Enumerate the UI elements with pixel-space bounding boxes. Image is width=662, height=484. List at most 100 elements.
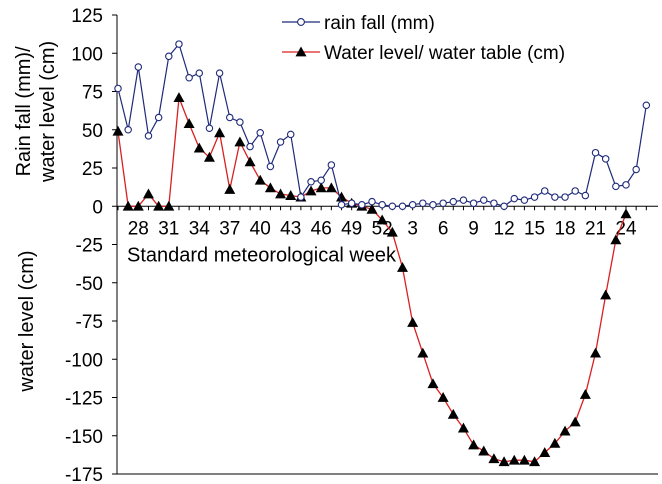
rainfall-point <box>347 199 356 207</box>
legend-marker <box>297 18 305 26</box>
rainfall-point <box>378 200 386 209</box>
rainfall-point <box>205 124 214 132</box>
rainfall-point <box>642 101 651 110</box>
water-level-point <box>366 203 378 214</box>
y-tick-label: -125 <box>65 389 103 410</box>
water-level-point <box>163 200 175 211</box>
water-level-point <box>305 185 317 196</box>
water-level-point <box>214 127 226 138</box>
rainfall-point <box>266 162 275 171</box>
rainfall-point <box>469 199 478 207</box>
water-level-point <box>132 200 144 211</box>
rainfall-line <box>117 42 647 207</box>
y-tick-label: 75 <box>82 83 103 104</box>
water-level-point <box>193 142 205 153</box>
x-tick-label: 34 <box>189 218 211 239</box>
rainfall-point <box>215 69 224 77</box>
rainfall-point <box>429 200 437 209</box>
rainfall-point <box>144 132 153 140</box>
water-level-point <box>600 289 612 300</box>
x-tick-label: 37 <box>219 218 240 239</box>
rainfall-point <box>165 52 173 61</box>
water-level-point <box>112 125 124 136</box>
y-tick-label: 50 <box>82 121 103 142</box>
water-level-point <box>539 447 551 457</box>
x-tick-label: 18 <box>554 218 575 239</box>
x-tick-label: 40 <box>250 218 271 239</box>
rainfall-point <box>236 118 244 126</box>
water-level-point <box>407 317 419 327</box>
rainfall-point <box>591 148 600 157</box>
water-level-point <box>498 456 510 467</box>
water-level-point <box>376 214 388 225</box>
rainfall-point <box>581 191 590 200</box>
water-level-point <box>285 190 297 200</box>
water-level-point <box>244 156 256 167</box>
rainfall-point <box>480 196 488 204</box>
water-level-point <box>325 182 337 193</box>
rainfall-point <box>317 176 325 184</box>
y-axis-label-upper: Rain fall (mm)/water level (cm) <box>13 41 59 183</box>
water-level-point <box>396 261 408 272</box>
rainfall-point <box>398 202 407 211</box>
x-tick-label: 9 <box>468 218 479 239</box>
rainfall-point <box>114 84 122 93</box>
y-tick-label: 25 <box>82 159 103 180</box>
rainfall-point <box>307 178 315 186</box>
x-tick-label: 52 <box>372 218 393 239</box>
x-tick-label: 12 <box>494 218 515 239</box>
water-level-point <box>549 437 561 448</box>
water-level-point <box>559 425 571 436</box>
rainfall-point <box>256 129 264 137</box>
x-tick-label: 24 <box>615 218 637 239</box>
water-level-point <box>620 208 632 219</box>
y-tick-label: -175 <box>65 465 103 484</box>
x-tick-label: 46 <box>311 218 332 239</box>
y-tick-label: -50 <box>76 274 103 295</box>
y-tick-label: 125 <box>71 6 103 27</box>
series-layer <box>112 40 651 467</box>
water-level-point <box>264 182 276 193</box>
water-level-point <box>234 136 246 147</box>
water-level-point <box>518 454 530 465</box>
legend-label: Water level/ water table (cm) <box>324 43 565 64</box>
legend-marker <box>295 46 307 57</box>
rainfall-point <box>632 165 640 174</box>
water-level-point <box>569 416 581 427</box>
legend: rain fall (mm) Water level/ water table (… <box>282 13 565 64</box>
water-level-point <box>122 200 134 211</box>
rainfall-point <box>368 197 376 206</box>
y-tick-label: 100 <box>71 44 103 65</box>
water-level-point <box>590 347 602 358</box>
rainfall-point <box>246 142 254 151</box>
legend-item: rain fall (mm) <box>282 13 435 34</box>
y-tick-label: -25 <box>76 236 103 257</box>
rainfall-point <box>530 193 539 201</box>
y-tick-label: -150 <box>65 427 103 448</box>
x-axis-label: Standard meteorological week <box>127 244 397 266</box>
water-level-point <box>437 392 449 402</box>
x-tick-label: 28 <box>128 218 149 239</box>
water-level-point <box>254 174 266 185</box>
water-level-point <box>183 118 195 129</box>
water-level-point <box>447 408 459 419</box>
x-tick-label: 31 <box>158 218 179 239</box>
rainfall-point <box>601 155 610 163</box>
water-level-point <box>224 183 236 194</box>
series-water-level <box>112 92 632 467</box>
rainfall-point <box>388 202 397 211</box>
x-tick-label: 21 <box>585 218 606 239</box>
water-level-point <box>508 454 520 465</box>
y-axis-ticks: 125 100 75 50 25 0 -25 -50 -75 -100 -125 -150 -175 <box>65 6 117 484</box>
rainfall-point <box>551 193 559 201</box>
rainfall-point <box>124 126 132 134</box>
rainfall-point <box>134 63 143 71</box>
water-level-point <box>417 347 429 358</box>
x-tick-label: 43 <box>280 218 301 239</box>
rainfall-point <box>286 130 295 139</box>
legend-item: Water level/ water table (cm) <box>282 43 565 64</box>
rainfall-point <box>154 113 163 122</box>
rainfall-point <box>175 40 183 48</box>
water-level-point <box>478 445 490 456</box>
rainfall-point <box>358 200 366 209</box>
